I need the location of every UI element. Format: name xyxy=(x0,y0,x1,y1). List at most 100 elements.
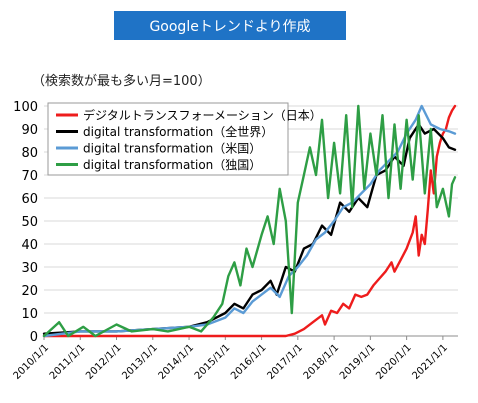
y-tick-label: 100 xyxy=(13,100,38,115)
series-point xyxy=(381,114,384,116)
series-point xyxy=(239,284,241,286)
series-point xyxy=(270,287,272,289)
series-point xyxy=(442,137,444,139)
series-point xyxy=(424,243,426,245)
series-point xyxy=(342,206,344,208)
series-point xyxy=(454,105,456,107)
series-point xyxy=(454,176,456,178)
y-tick-label: 50 xyxy=(21,215,38,230)
series-point xyxy=(424,192,426,194)
series-point xyxy=(224,317,226,319)
series-point xyxy=(82,326,84,328)
series-point xyxy=(430,169,432,171)
series-point xyxy=(131,330,133,332)
series-point xyxy=(412,231,414,234)
series-point xyxy=(393,271,396,273)
series-point xyxy=(448,146,450,148)
series-line xyxy=(42,104,457,338)
series-point xyxy=(366,206,368,208)
x-tick-label: 2018/1/1 xyxy=(302,342,342,382)
series-point xyxy=(436,156,438,158)
series-point xyxy=(273,243,275,245)
series-point xyxy=(233,303,235,305)
legend: デジタルトランスフォーメーション（日本）digital transformati… xyxy=(47,102,322,176)
series-point xyxy=(303,328,305,330)
series-point xyxy=(270,280,272,282)
series-point xyxy=(366,294,368,296)
series-point xyxy=(242,307,244,309)
series-point xyxy=(221,303,223,305)
series-point xyxy=(285,220,287,222)
series-point xyxy=(251,294,254,296)
series-line xyxy=(42,123,457,335)
series-point xyxy=(400,259,402,261)
series-point xyxy=(115,330,118,332)
series-point xyxy=(430,128,432,130)
y-tick-label: 60 xyxy=(21,192,38,207)
series-point xyxy=(421,105,423,107)
series-point xyxy=(454,133,456,135)
series-point xyxy=(421,234,423,236)
series-point xyxy=(354,294,356,296)
y-tick-label: 80 xyxy=(21,146,38,161)
legend-label: digital transformation（全世界） xyxy=(83,124,273,139)
x-tick-label: 2021/1/1 xyxy=(410,342,450,382)
series-point xyxy=(315,238,317,240)
series-point xyxy=(79,330,81,332)
series-point xyxy=(321,314,323,316)
series-point xyxy=(448,130,450,132)
series-point xyxy=(442,188,444,190)
series-point xyxy=(333,220,335,222)
series-point xyxy=(58,321,60,323)
series-layer xyxy=(42,104,457,338)
series-point xyxy=(387,160,390,162)
series-line xyxy=(42,104,457,338)
series-point xyxy=(294,333,296,335)
series-point xyxy=(324,231,326,234)
x-tick-label: 2010/1/1 xyxy=(12,342,52,382)
series-point xyxy=(285,335,287,337)
series-point xyxy=(261,294,263,296)
series-point xyxy=(306,254,308,257)
series-point xyxy=(451,110,453,112)
series-point xyxy=(436,206,438,208)
series-point xyxy=(360,296,362,298)
series-point xyxy=(418,114,420,116)
series-point xyxy=(415,119,417,121)
series-point xyxy=(400,188,402,190)
series-point xyxy=(291,312,293,314)
y-tick-label: 0 xyxy=(30,330,38,345)
series-point xyxy=(451,183,453,185)
x-tick-label: 2012/1/1 xyxy=(84,342,124,382)
series-point xyxy=(309,146,311,148)
series-point xyxy=(251,266,254,268)
series-point xyxy=(224,312,226,314)
x-tick-label: 2016/1/1 xyxy=(229,342,269,382)
series-point xyxy=(357,105,359,107)
y-tick-label: 20 xyxy=(21,284,38,299)
y-tick-label: 90 xyxy=(21,123,38,138)
x-tick-label: 2013/1/1 xyxy=(120,342,160,382)
series-point xyxy=(279,296,281,298)
series-point xyxy=(448,116,450,119)
series-point xyxy=(336,312,338,314)
series-point xyxy=(200,330,202,332)
series-point xyxy=(418,254,420,257)
series-point xyxy=(430,123,432,125)
series-point xyxy=(330,310,332,312)
series-point xyxy=(43,335,45,337)
series-point xyxy=(393,123,396,125)
x-tick-label: 2017/1/1 xyxy=(265,342,305,382)
series-point xyxy=(94,335,96,337)
series-point xyxy=(360,192,362,194)
series-point xyxy=(330,234,332,236)
series-point xyxy=(233,261,235,263)
series-point xyxy=(152,328,154,330)
series-point xyxy=(369,183,371,185)
series-point xyxy=(351,206,353,208)
series-point xyxy=(251,300,254,303)
series-point xyxy=(415,215,417,217)
series-point xyxy=(297,266,299,268)
series-point xyxy=(188,326,190,328)
y-tick-label: 10 xyxy=(21,307,38,322)
